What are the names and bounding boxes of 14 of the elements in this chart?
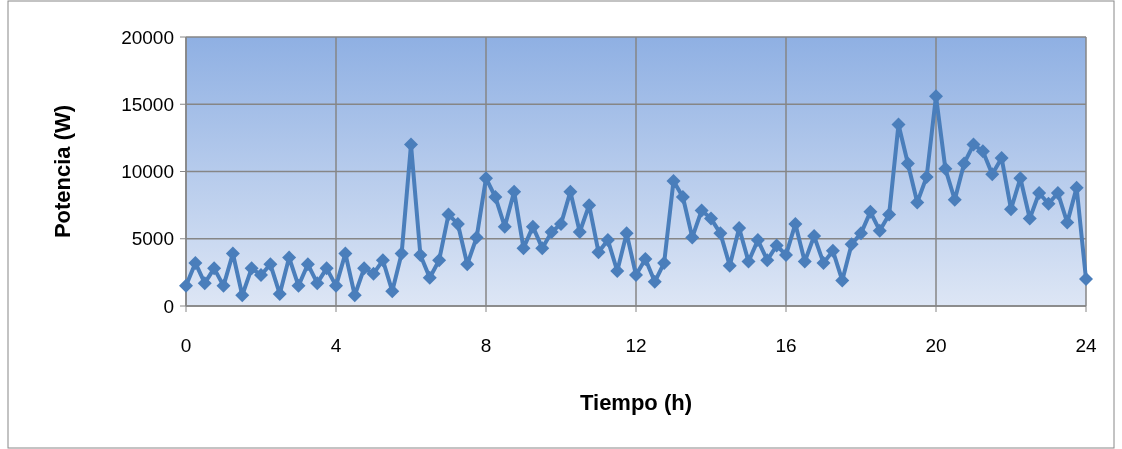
y-tick-label: 15000 — [121, 93, 174, 115]
y-tick-label: 0 — [163, 295, 174, 317]
y-tick-label: 20000 — [121, 26, 174, 48]
x-tick-label: 24 — [1075, 335, 1097, 356]
x-axis-title: Tiempo (h) — [579, 390, 693, 415]
x-tick-label: 12 — [625, 335, 647, 356]
y-tick-label: 10000 — [121, 161, 174, 183]
x-tick-label: 20 — [925, 335, 947, 356]
y-tick-label: 5000 — [131, 228, 174, 250]
x-tick-label: 8 — [480, 335, 492, 356]
x-tick-label: 0 — [180, 335, 192, 356]
y-axis-title: Potencia (W) — [50, 104, 75, 239]
x-tick-label: 4 — [330, 335, 342, 356]
x-tick-label: 16 — [775, 335, 797, 356]
